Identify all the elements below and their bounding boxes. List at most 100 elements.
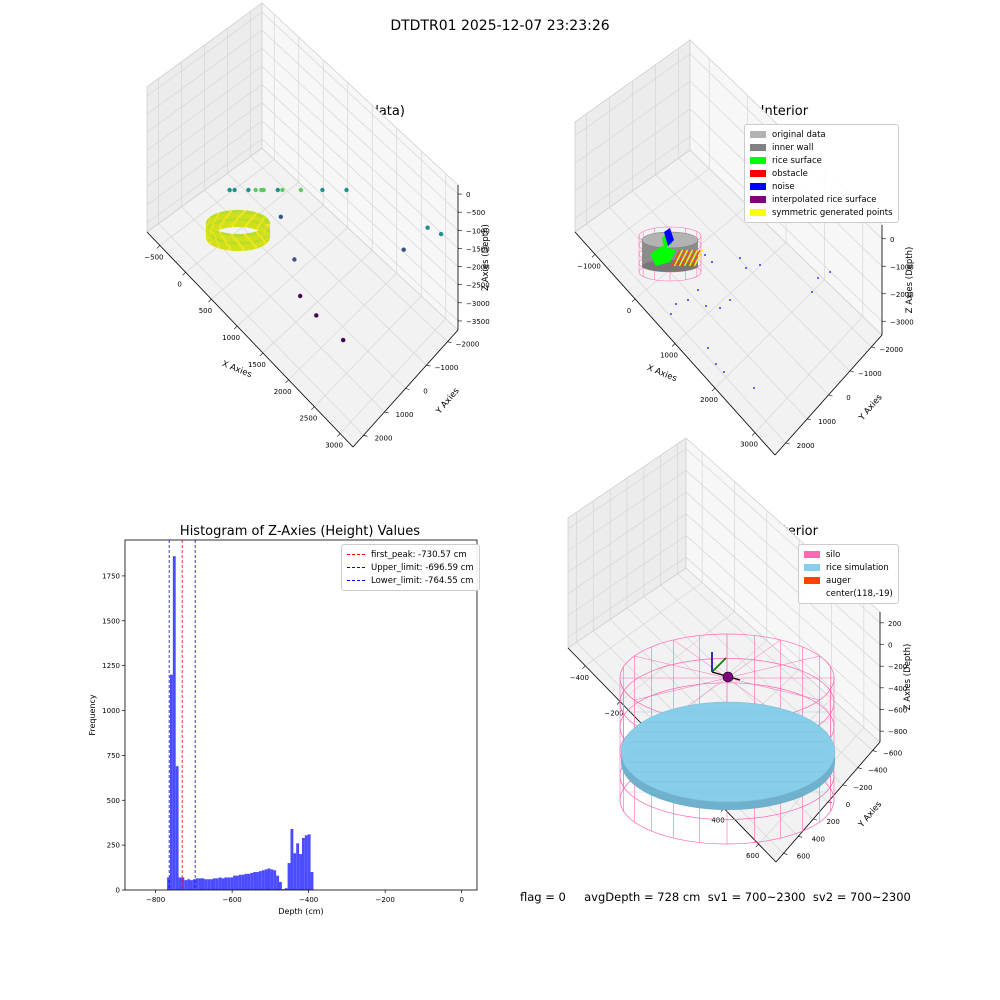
noise-point <box>687 299 689 301</box>
y-tick-label: 0 <box>116 887 120 895</box>
y-tick-label: 400 <box>812 835 825 843</box>
histogram-plot: −800 −600 −400 −200 0 0 250 500 750 1000 1250 1500 1… <box>88 539 478 916</box>
y-tick-label: 2000 <box>375 434 393 442</box>
raw-point <box>246 187 251 193</box>
z-tick-label: −800 <box>888 728 907 736</box>
silo-spoke <box>726 639 781 679</box>
histogram-bar <box>230 877 234 890</box>
y-tick <box>857 767 862 770</box>
z-tick-label: −1000 <box>890 263 914 271</box>
y-axis-label: Y Axies <box>856 799 884 830</box>
y-tick <box>813 818 818 821</box>
histogram-area <box>125 540 477 890</box>
y-tick-label: −2000 <box>879 346 903 354</box>
z-tick-label: 200 <box>888 620 901 628</box>
y-tick <box>807 418 812 421</box>
histogram-bar <box>310 872 314 890</box>
y-gridline <box>586 223 786 444</box>
histogram-bar <box>247 873 251 890</box>
histogram-bar <box>198 878 202 890</box>
y-tick-label: −1000 <box>858 370 882 378</box>
legend-swatch <box>750 196 766 203</box>
x-tick-label: 2000 <box>274 388 292 396</box>
histogram-bar <box>290 828 294 890</box>
x-tick <box>671 343 676 347</box>
z-tick-label: 0 <box>466 191 470 199</box>
histogram-bar <box>178 877 182 890</box>
raw-point <box>320 187 325 193</box>
obstacle-stripe <box>683 249 694 267</box>
noise-point <box>729 299 731 301</box>
x-tick <box>591 254 596 258</box>
legend-label: rice simulation <box>826 562 889 573</box>
z-tick-label: −200 <box>888 663 907 671</box>
histogram-bar <box>261 870 265 890</box>
legend-label: obstacle <box>772 168 808 179</box>
noise-point <box>759 264 761 266</box>
silo-spoke <box>634 655 728 679</box>
y-tick-label: 600 <box>797 852 810 860</box>
z-tick-label: −3000 <box>466 300 490 308</box>
y-tick-label: 1000 <box>396 411 414 419</box>
histogram-bar <box>250 872 254 890</box>
histogram-bar <box>184 880 188 890</box>
x-tick-label: 2500 <box>299 415 317 423</box>
raw-point <box>438 231 444 237</box>
x-tick <box>259 352 264 357</box>
x-tick-label: 3000 <box>740 441 758 449</box>
histogram-bar <box>227 877 231 890</box>
y-tick-label: 0 <box>846 394 850 402</box>
legend-item-original-data: original data <box>750 128 893 141</box>
y-tick <box>872 750 877 752</box>
raw-point <box>314 313 319 318</box>
z-tick-label: −1000 <box>466 227 490 235</box>
x-tick-label: 0 <box>459 896 463 904</box>
x-tick-label: −400 <box>570 674 589 682</box>
y-gridline <box>678 157 872 348</box>
noise-point <box>670 313 672 315</box>
figure-title: DTDTR01 2025-12-07 23:23:26 <box>390 18 610 34</box>
x-tick-label: −200 <box>604 710 623 718</box>
legend-swatch <box>750 183 766 190</box>
y-tick-label: 1000 <box>818 418 836 426</box>
panel2-legend: original data inner wall rice surface ob… <box>744 124 899 223</box>
legend-label: silo <box>826 549 841 560</box>
histogram-bar <box>167 877 170 890</box>
legend-item-auger: auger <box>804 574 893 587</box>
histogram-bar <box>181 877 185 890</box>
rice-mesh <box>628 711 828 793</box>
obstacle-stripe <box>688 249 699 267</box>
histogram-bar <box>175 766 179 890</box>
x-tick-label: −500 <box>144 253 163 261</box>
y-tick-label: 1750 <box>102 572 120 580</box>
y-axis-line <box>775 741 881 863</box>
x-tick <box>182 272 186 276</box>
x-tick-label: 3000 <box>325 442 343 450</box>
histogram-bar <box>192 879 196 890</box>
noise-point <box>675 303 677 305</box>
noise-point <box>817 277 819 279</box>
y-tick-label: 500 <box>107 797 120 805</box>
y-tick-label: −200 <box>853 784 872 792</box>
y-axis-label: Frequency <box>88 694 97 736</box>
histogram-bar <box>293 853 297 890</box>
legend-item-first-peak: first_peak: -730.57 cm <box>347 548 474 561</box>
x-tick <box>755 843 759 848</box>
y-tick <box>842 784 847 787</box>
raw-point <box>275 187 280 193</box>
y-gridline <box>227 172 427 366</box>
legend-label: center(118,-19) <box>826 588 893 599</box>
x-tick-label: 1500 <box>248 361 266 369</box>
z-tick-label: −500 <box>466 209 485 217</box>
y-tick-label: 200 <box>826 818 839 826</box>
y-tick <box>447 341 452 343</box>
histogram-bar <box>264 869 268 890</box>
histogram-bar <box>221 878 225 890</box>
y-tick-label: −1000 <box>435 364 459 372</box>
raw-point <box>341 337 346 343</box>
histogram-bar <box>215 878 219 890</box>
x-axis-line <box>146 231 354 448</box>
y-tick-label: 1000 <box>102 707 120 715</box>
legend-label: Lower_limit: -764.55 cm <box>371 575 474 586</box>
y-gridline <box>632 190 829 396</box>
